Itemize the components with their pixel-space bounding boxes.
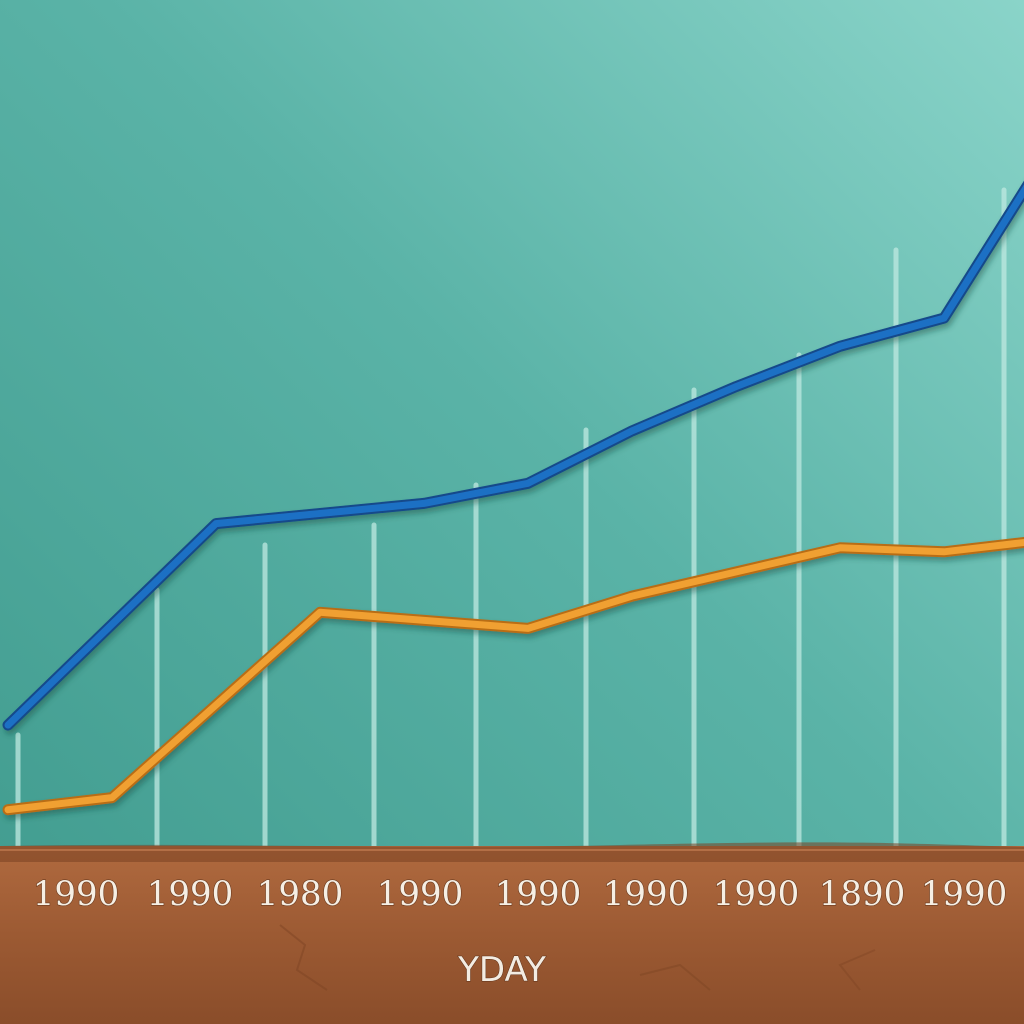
- x-tick-label: 1890: [819, 874, 906, 914]
- x-tick-label: 1990: [495, 874, 582, 914]
- x-axis-title: YDAY: [457, 950, 546, 990]
- x-tick-label: 1990: [377, 874, 464, 914]
- x-tick-label: 1990: [603, 874, 690, 914]
- x-tick-label: 1990: [921, 874, 1008, 914]
- x-tick-label: 1990: [713, 874, 800, 914]
- x-tick-label: 1990: [147, 874, 234, 914]
- series-line-1: [4, 184, 1024, 729]
- x-axis-band: [0, 842, 1024, 1024]
- grid-lines: [15, 187, 1007, 849]
- x-tick-labels: 1990 1990 1980 1990 1990 1990 1990 1890 1990: [32, 873, 1008, 914]
- series-line-2: [4, 538, 1024, 814]
- x-tick-label: 1990: [33, 874, 120, 914]
- series-lines: [2, 180, 1024, 816]
- x-tick-label: 1980: [257, 874, 344, 914]
